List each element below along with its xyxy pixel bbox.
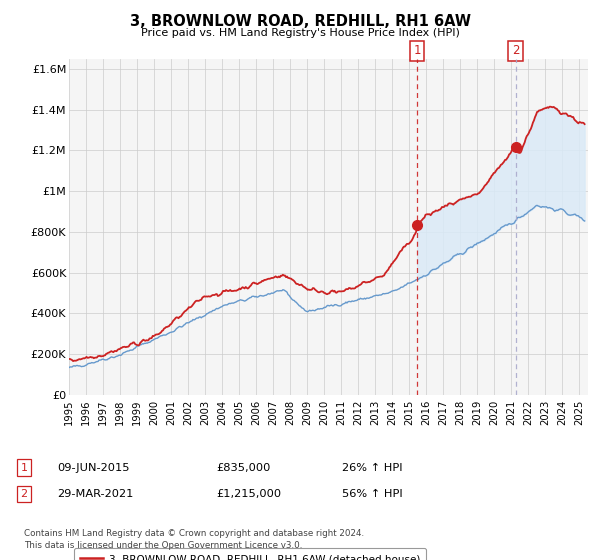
Text: 2: 2 bbox=[512, 44, 520, 58]
Text: 3, BROWNLOW ROAD, REDHILL, RH1 6AW: 3, BROWNLOW ROAD, REDHILL, RH1 6AW bbox=[130, 14, 470, 29]
Text: 56% ↑ HPI: 56% ↑ HPI bbox=[342, 489, 403, 499]
Text: 2: 2 bbox=[20, 489, 28, 499]
Legend: 3, BROWNLOW ROAD, REDHILL, RH1 6AW (detached house), HPI: Average price, detache: 3, BROWNLOW ROAD, REDHILL, RH1 6AW (deta… bbox=[74, 548, 426, 560]
Text: Price paid vs. HM Land Registry's House Price Index (HPI): Price paid vs. HM Land Registry's House … bbox=[140, 28, 460, 38]
Text: 26% ↑ HPI: 26% ↑ HPI bbox=[342, 463, 403, 473]
Text: 1: 1 bbox=[20, 463, 28, 473]
Text: 1: 1 bbox=[413, 44, 421, 58]
Text: 09-JUN-2015: 09-JUN-2015 bbox=[57, 463, 130, 473]
Text: £1,215,000: £1,215,000 bbox=[216, 489, 281, 499]
Text: Contains HM Land Registry data © Crown copyright and database right 2024.: Contains HM Land Registry data © Crown c… bbox=[24, 529, 364, 538]
Text: This data is licensed under the Open Government Licence v3.0.: This data is licensed under the Open Gov… bbox=[24, 542, 302, 550]
Text: 29-MAR-2021: 29-MAR-2021 bbox=[57, 489, 133, 499]
Text: £835,000: £835,000 bbox=[216, 463, 271, 473]
